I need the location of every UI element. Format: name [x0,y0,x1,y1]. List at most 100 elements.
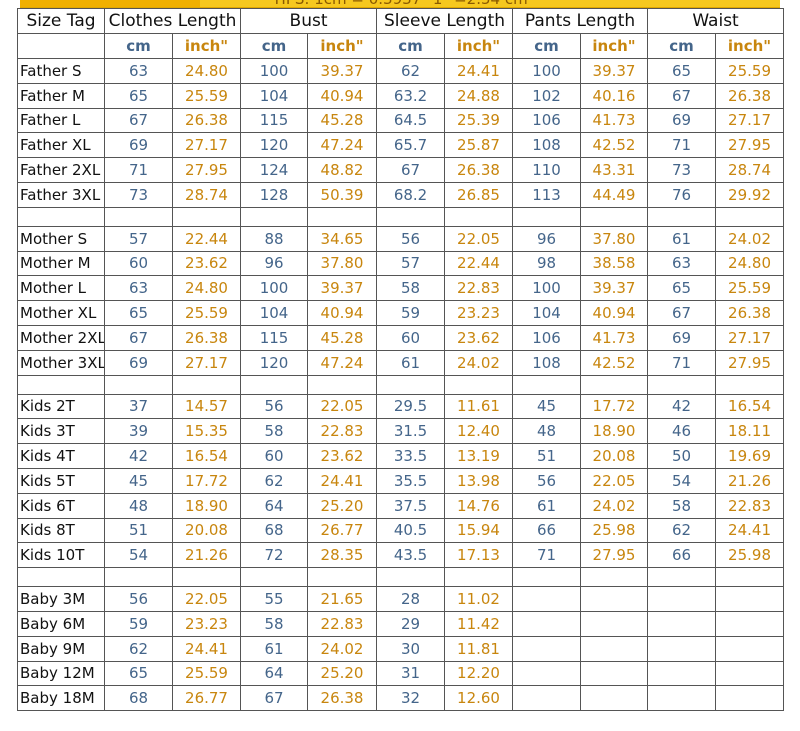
cm-value: 120 [240,349,309,376]
empty-cell [580,374,649,395]
inch-value: 42.52 [580,349,649,376]
cm-value: 65 [104,82,173,109]
inch-value: 24.41 [444,58,514,84]
inch-value: 22.05 [307,393,378,420]
cm-value: 30 [376,635,446,662]
cm-value: 65 [647,275,717,302]
size-label: Father M [17,82,105,109]
inch-value: 41.73 [580,324,649,351]
empty-cell [376,374,446,395]
inch-value: 15.35 [171,418,242,445]
cm-value: 54 [104,542,173,569]
inch-value: 25.59 [171,660,242,687]
cm-value: 45 [512,393,582,420]
data-row: Baby 18M 68 26.77 67 26.38 32 12.60 [17,685,785,712]
group-header: Bust [240,8,378,34]
cm-value: 40.5 [376,517,446,544]
cm-value: 31 [376,660,446,687]
inch-value: 21.65 [307,586,378,612]
inch-value: 11.81 [444,635,514,662]
inch-value: 24.41 [307,467,378,494]
empty-cell [376,206,446,227]
inch-value: 39.37 [580,275,649,302]
empty-cell [307,567,378,588]
empty-cell [17,374,105,395]
data-row: Mother L 63 24.80 100 39.37 58 22.83 100 39.37 65… [17,275,785,302]
unit-cm: cm [512,33,582,59]
inch-value: 50.39 [307,181,378,208]
inch-value: 25.39 [444,107,514,134]
cm-value: 71 [104,157,173,183]
size-label: Baby 9M [17,635,105,662]
inch-value: 28.74 [715,157,785,183]
empty-cell [580,206,649,227]
cm-value: 67 [647,300,717,326]
cm-value: 61 [512,492,582,519]
inch-value: 48.82 [307,157,378,183]
empty-cell [307,374,378,395]
inch-value: 14.76 [444,492,514,519]
empty-cell [580,635,649,662]
cm-value: 64 [240,660,309,687]
cm-value: 67 [104,324,173,351]
cm-value: 62 [240,467,309,494]
cm-value: 68.2 [376,181,446,208]
cm-value: 66 [647,542,717,569]
inch-value: 19.69 [715,443,785,469]
unit-inch: inch" [580,33,649,59]
inch-value: 11.61 [444,393,514,420]
size-label: Kids 10T [17,542,105,569]
empty-cell [647,374,717,395]
empty-cell [240,206,309,227]
cm-value: 65 [104,300,173,326]
inch-value: 23.23 [171,610,242,637]
cm-value: 115 [240,107,309,134]
tips-banner: TIPS: 1cm = 0.3937" 1" =2.54 cm [20,0,780,8]
empty-cell [715,206,785,227]
empty-cell [512,567,582,588]
cm-value: 69 [104,349,173,376]
inch-value: 40.16 [580,82,649,109]
cm-value: 39 [104,418,173,445]
cm-value: 42 [104,443,173,469]
empty-cell [512,635,582,662]
data-row: Father 3XL 73 28.74 128 50.39 68.2 26.85 113 44.… [17,181,785,208]
cm-value: 46 [647,418,717,445]
inch-value: 22.05 [171,586,242,612]
inch-value: 39.37 [307,58,378,84]
empty-cell [307,206,378,227]
cm-value: 58 [240,418,309,445]
empty-cell [715,635,785,662]
cm-value: 96 [512,225,582,252]
inch-value: 25.59 [171,300,242,326]
cm-value: 67 [104,107,173,134]
cm-value: 65.7 [376,132,446,159]
inch-value: 22.05 [444,225,514,252]
inch-value: 26.38 [715,300,785,326]
cm-value: 58 [647,492,717,519]
data-row: Kids 10T 54 21.26 72 28.35 43.5 17.13 71 27.95 66… [17,542,785,569]
inch-value: 25.98 [715,542,785,569]
inch-value: 23.62 [307,443,378,469]
inch-value: 22.05 [580,467,649,494]
inch-value: 37.80 [307,250,378,277]
data-row: Father XL 69 27.17 120 47.24 65.7 25.87 108 42.5… [17,132,785,159]
empty-cell [512,685,582,712]
inch-value: 47.24 [307,349,378,376]
cm-value: 37.5 [376,492,446,519]
inch-value: 21.26 [171,542,242,569]
cm-value: 71 [647,349,717,376]
empty-cell [512,660,582,687]
data-row: Mother 3XL 69 27.17 120 47.24 61 24.02 108 42.52… [17,349,785,376]
empty-cell [715,685,785,712]
size-label: Mother S [17,225,105,252]
inch-value: 24.02 [580,492,649,519]
empty-cell [647,685,717,712]
data-row: Mother M 60 23.62 96 37.80 57 22.44 98 38.58 63 24… [17,250,785,277]
size-label: Kids 6T [17,492,105,519]
cm-value: 35.5 [376,467,446,494]
inch-value: 43.31 [580,157,649,183]
data-row: Mother S 57 22.44 88 34.65 56 22.05 96 37.80 61 24… [17,225,785,252]
cm-value: 29.5 [376,393,446,420]
